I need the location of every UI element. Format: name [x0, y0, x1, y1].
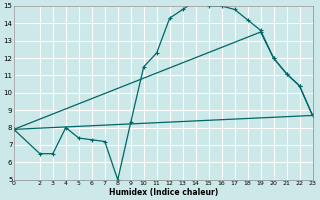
- X-axis label: Humidex (Indice chaleur): Humidex (Indice chaleur): [108, 188, 218, 197]
